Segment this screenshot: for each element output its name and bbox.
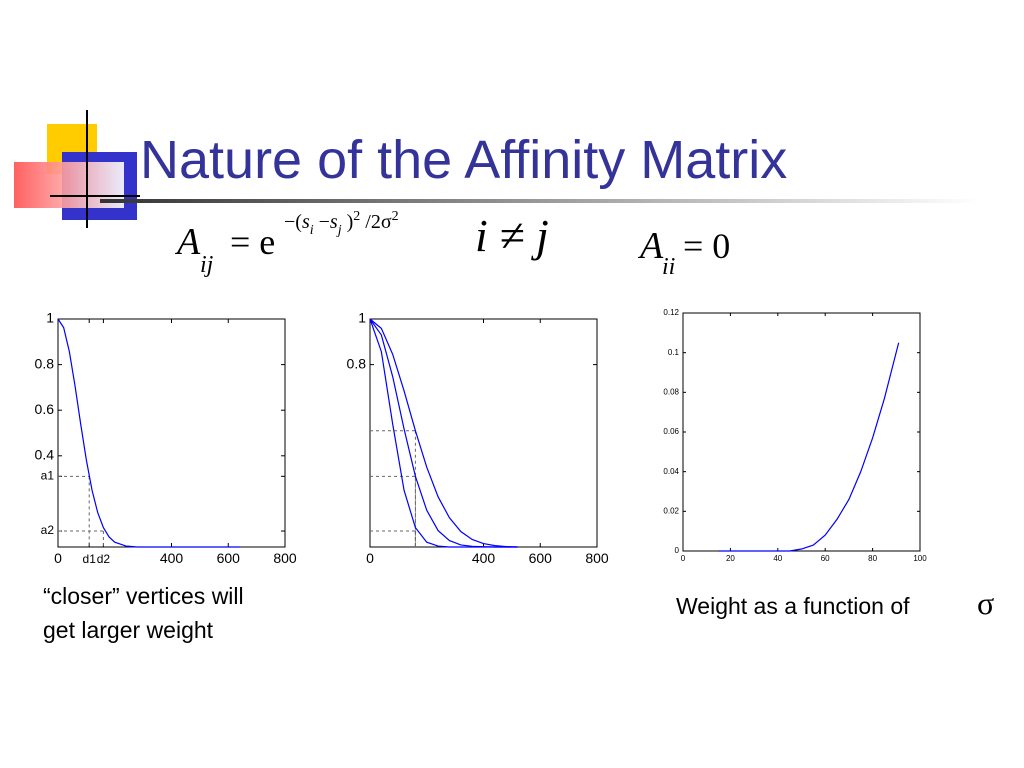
formula-eq: = e [230,222,275,262]
x-tick-label: 600 [217,550,241,566]
exp-part: ) [342,211,354,233]
x-tick-label: 100 [913,554,927,563]
y-tick-label: 0.8 [35,355,55,371]
slide-title: Nature of the Affinity Matrix [140,130,787,190]
condition: i ≠ j [475,210,549,261]
data-line [57,318,240,548]
formula-eq: = 0 [683,226,730,266]
exp-part: s [302,211,310,233]
caption-line: get larger weight [43,617,214,643]
x-tick-label: 0 [366,550,374,566]
formula-sub: ij [200,252,214,278]
y-tick-label: 1 [358,310,366,326]
x-tick-label: 60 [821,554,830,563]
x-tick-label: 600 [529,550,553,566]
caption-line: “closer” vertices will [43,583,244,609]
x-tick-label: 400 [472,550,496,566]
y-tick-label: 0 [675,546,680,555]
y-tick-label: 0.08 [663,387,679,396]
x-tick-label: 0 [54,550,62,566]
y-tick-label: 0.8 [347,355,367,371]
x-tick-label: 0 [681,554,686,563]
y-tick-label: a2 [41,523,55,537]
title-rule [100,199,980,203]
formula-base: A [174,221,201,263]
exp-part: 2 [392,209,399,224]
x-tick-label: 400 [160,550,184,566]
data-line [369,318,518,548]
exp-part: −( [284,211,302,233]
x-tick-label: 800 [273,550,297,566]
x-tick-label: d2 [97,552,111,566]
x-tick-label: 80 [868,554,877,563]
formula-right: A ii = 0 [637,225,730,280]
exp-part: − [314,211,330,233]
plot-frame [57,318,286,548]
formula-base: A [637,225,664,267]
x-tick-label: 800 [585,550,609,566]
y-tick-label: 0.4 [35,447,55,463]
y-tick-label: 1 [46,310,54,326]
data-line [369,318,518,548]
y-tick-label: 0.12 [663,308,679,317]
formula-exponent: −(si −sj )2 /2σ2 [284,209,399,238]
data-line [718,342,900,552]
exp-part: 2 [353,209,360,224]
formula-left: A ij = e −(si −sj )2 /2σ2 [174,209,399,278]
exp-part: j [336,223,342,238]
exp-part: i [310,223,314,238]
y-tick-label: 0.04 [663,467,679,476]
y-tick-label: a1 [41,468,55,482]
caption-symbol: σ [977,585,994,621]
x-tick-label: 40 [773,554,782,563]
x-tick-label: d1 [83,552,97,566]
exp-part: s [330,211,338,233]
logo [14,110,140,228]
plot-frame [369,318,598,548]
exp-part: /2σ [360,211,392,233]
formula-sub: ii [662,254,675,280]
x-tick-label: 20 [726,554,735,563]
y-tick-label: 0.6 [35,401,55,417]
y-tick-label: 0.02 [663,506,679,515]
y-tick-label: 0.1 [668,348,680,357]
caption-right: Weight as a function of [676,593,910,619]
plot-frame [682,312,921,552]
y-tick-label: 0.06 [663,427,679,436]
